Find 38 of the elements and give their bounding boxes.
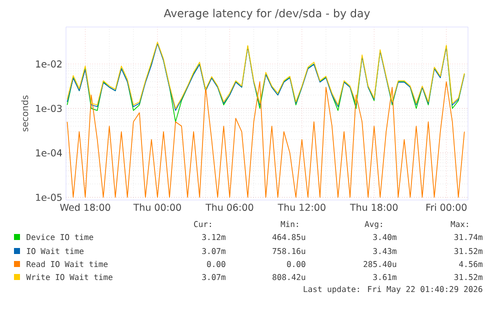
text: 0.00 bbox=[207, 261, 226, 268]
text: 3.61m bbox=[373, 274, 396, 280]
text: 808.42u bbox=[272, 274, 306, 280]
y-tick-label: 1e-05 bbox=[36, 194, 62, 201]
chart-title: Average latency for /dev/sda - by day bbox=[164, 8, 370, 20]
text: Last update: Fri May 22 01:40:29 2026 bbox=[304, 286, 482, 294]
legend-label: Read IO Wait time bbox=[26, 260, 108, 268]
text: Min: bbox=[280, 220, 298, 227]
y-tick-label: 1e-02 bbox=[36, 60, 62, 68]
text: 4.56m bbox=[459, 261, 482, 268]
text: 0.00 bbox=[287, 261, 306, 268]
legend-label: Device IO time bbox=[26, 234, 94, 240]
text: 3.07m bbox=[202, 274, 226, 280]
text: 31.74m bbox=[454, 234, 482, 240]
text: 3.07m bbox=[202, 248, 226, 254]
x-tick-label: Thu 00:00 bbox=[133, 204, 181, 211]
y-tick-label: 1e-04 bbox=[36, 149, 62, 156]
y-tick-label: 1e-03 bbox=[36, 104, 62, 112]
text: Max: bbox=[450, 221, 468, 228]
x-tick-label: Thu 18:00 bbox=[350, 204, 398, 211]
text: 31.52m bbox=[454, 274, 482, 280]
x-tick-label: Wed 18:00 bbox=[60, 204, 110, 211]
text: 758.16u bbox=[272, 248, 306, 254]
legend-label: IO Wait time bbox=[26, 248, 84, 254]
y-axis-title: seconds bbox=[21, 96, 28, 132]
line-series bbox=[66, 81, 465, 198]
text: Avg: bbox=[364, 221, 382, 229]
text: 285.40u bbox=[364, 261, 396, 268]
x-tick-label: Thu 06:00 bbox=[206, 204, 254, 211]
text: 464.85u bbox=[272, 234, 306, 240]
x-tick-label: Fri 00:00 bbox=[426, 204, 467, 211]
text: 3.12m bbox=[202, 234, 226, 240]
text: Cur: bbox=[194, 221, 211, 228]
x-tick-label: Thu 12:00 bbox=[278, 204, 326, 211]
legend-label: Write IO Wait time bbox=[26, 274, 112, 280]
text: 3.40m bbox=[373, 234, 396, 240]
text: 3.43m bbox=[373, 248, 396, 254]
text: 31.52m bbox=[454, 248, 482, 254]
